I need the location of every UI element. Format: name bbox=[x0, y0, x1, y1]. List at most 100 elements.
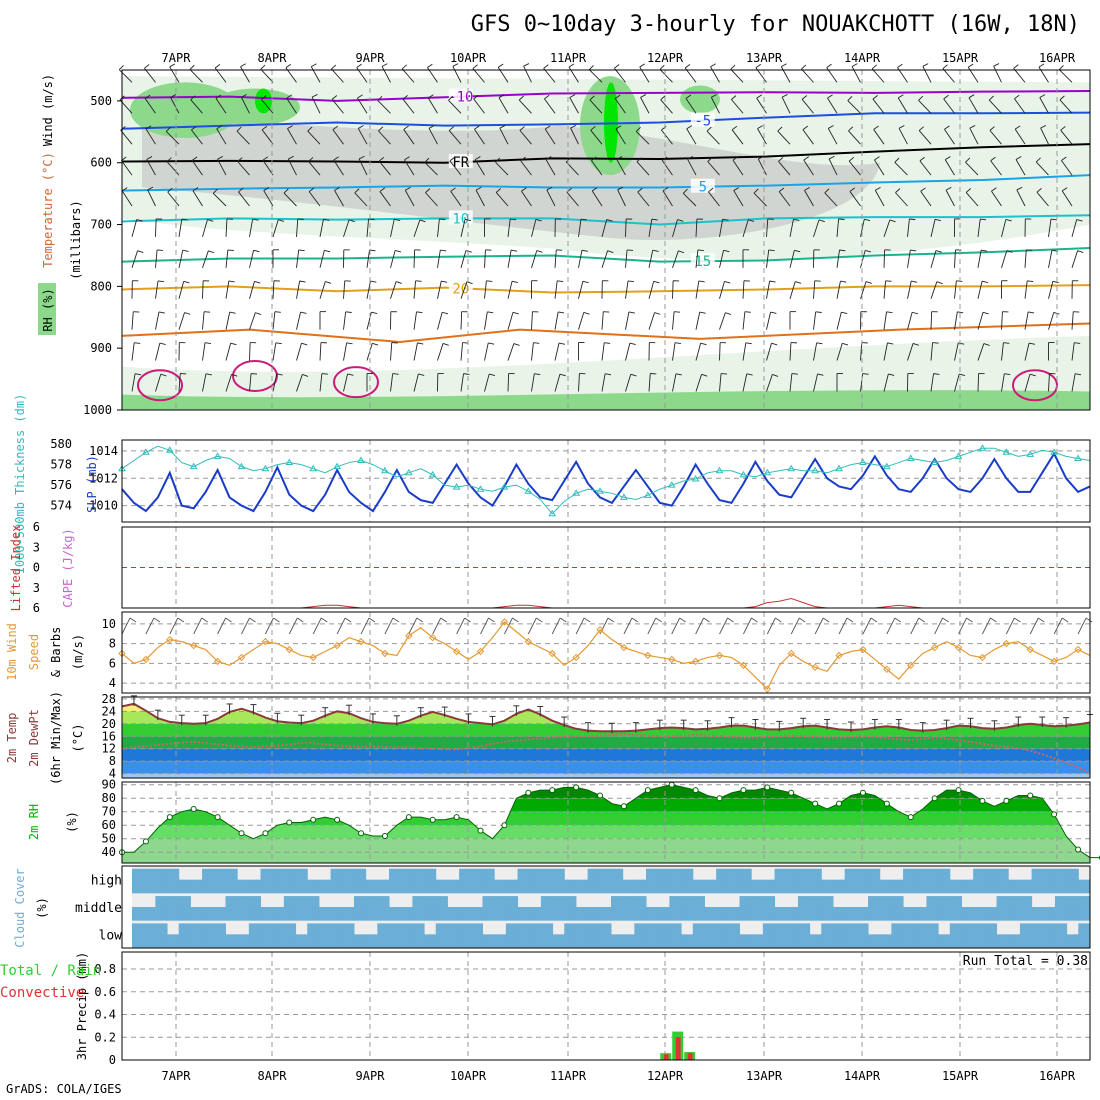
wind-barb-flag bbox=[495, 157, 501, 163]
cloud-cell bbox=[727, 907, 741, 921]
wind-barb bbox=[554, 311, 559, 330]
wind-barb-flag bbox=[332, 125, 339, 130]
wind-barb bbox=[404, 190, 415, 207]
wind-barb bbox=[872, 98, 885, 114]
wind-barb bbox=[883, 342, 888, 361]
cloud-cell bbox=[903, 923, 916, 948]
legend-wind: Wind (m/s) bbox=[41, 74, 55, 146]
wind-barb bbox=[635, 131, 650, 145]
wind-barb-flag bbox=[1027, 280, 1034, 283]
surface-wind-barb-flag bbox=[918, 617, 925, 623]
thickness-point bbox=[548, 509, 557, 517]
thickness-point bbox=[309, 464, 318, 472]
wind-barb bbox=[695, 218, 698, 237]
thickness-point bbox=[476, 485, 485, 492]
wind-barb bbox=[212, 192, 227, 207]
wind-barb bbox=[437, 249, 441, 268]
rh-panel bbox=[121, 781, 1091, 864]
rh-point bbox=[453, 814, 460, 821]
wind-barb bbox=[155, 311, 160, 330]
wind-barb bbox=[495, 192, 509, 207]
wind-barb-flag bbox=[404, 156, 410, 161]
cloud-cell bbox=[868, 896, 881, 921]
cloud-cell bbox=[891, 879, 904, 894]
wind-barb bbox=[1001, 342, 1004, 361]
cloud-cell bbox=[213, 868, 226, 894]
wind-barb bbox=[789, 219, 794, 237]
wind-barb-flag bbox=[285, 63, 292, 69]
wind-barb-flag bbox=[918, 95, 924, 101]
date-label-top: 14APR bbox=[844, 51, 881, 65]
wind-barb-flag bbox=[617, 186, 624, 191]
wind-barb-flag bbox=[769, 280, 776, 283]
wind-speed-point bbox=[787, 649, 795, 658]
wind-barb-flag bbox=[697, 249, 704, 251]
wind-barb bbox=[625, 311, 630, 330]
wind-barb bbox=[616, 159, 626, 176]
wind-barb-flag bbox=[440, 249, 447, 252]
wind-barb bbox=[155, 342, 161, 361]
wind-barb-flag bbox=[897, 63, 903, 68]
surface-wind-barb bbox=[862, 617, 872, 635]
wind-barb-flag bbox=[826, 63, 832, 68]
precip-panel bbox=[121, 951, 1091, 1061]
cloud-cell bbox=[424, 896, 437, 921]
wind-barb bbox=[897, 97, 908, 114]
dewpoint-line bbox=[121, 733, 1091, 774]
wind-barb-flag bbox=[684, 64, 691, 69]
y-tick-label: 600 bbox=[90, 156, 112, 170]
cloud-cell bbox=[1078, 896, 1091, 921]
wind-barb-flag bbox=[777, 126, 783, 132]
wind-barb bbox=[1024, 249, 1027, 268]
cloud-cell bbox=[540, 896, 554, 921]
surface-wind-barb-flag bbox=[607, 617, 615, 623]
wind-barb bbox=[131, 219, 138, 238]
cloud-cell bbox=[494, 934, 507, 948]
cloud-cell bbox=[891, 923, 904, 948]
temp-tick-label: 8 bbox=[109, 754, 116, 768]
wind-barb bbox=[1058, 69, 1073, 83]
wind-barb-flag bbox=[981, 249, 988, 252]
surface-wind-barb bbox=[886, 617, 896, 635]
wind-barb-flag bbox=[827, 94, 833, 99]
wind-barb-flag bbox=[333, 156, 339, 161]
wind-barb bbox=[484, 249, 486, 268]
wind-barb bbox=[202, 311, 205, 330]
wind-barb-flag bbox=[559, 373, 566, 377]
wind-barb-flag bbox=[677, 219, 684, 222]
cloud-cell bbox=[482, 934, 495, 948]
lifted-index-line bbox=[122, 598, 1090, 609]
wind-barb-flag bbox=[627, 280, 635, 283]
wind-barb bbox=[308, 161, 321, 176]
wind-barb-flag bbox=[381, 63, 388, 67]
wind-barb bbox=[118, 69, 133, 83]
cloud-cell bbox=[762, 879, 776, 894]
rh-tick-label: 50 bbox=[102, 832, 116, 846]
wind-barb-flag bbox=[347, 373, 354, 376]
cloud-cell bbox=[202, 907, 215, 921]
thickness-point bbox=[1026, 450, 1035, 457]
cloud-cell bbox=[575, 923, 589, 948]
wind-barb bbox=[977, 373, 980, 392]
rh-point bbox=[1003, 797, 1010, 804]
cloud-cell bbox=[167, 934, 180, 948]
wind-barb-flag bbox=[944, 125, 950, 130]
date-label-bottom: 15APR bbox=[942, 1069, 979, 1083]
wind-barb bbox=[1048, 281, 1054, 299]
temp-tick-label: 16 bbox=[102, 729, 116, 743]
wind-barb-flag bbox=[981, 280, 988, 283]
wind-barb-flag bbox=[887, 342, 894, 345]
wind-barb-flag bbox=[204, 342, 212, 345]
wind-barb-flag bbox=[654, 312, 661, 315]
rh-point bbox=[262, 830, 269, 837]
cloud-cell bbox=[821, 896, 834, 921]
wind-barb-flag bbox=[701, 373, 708, 377]
wind-barb bbox=[450, 190, 462, 207]
cloud-cell bbox=[202, 923, 215, 948]
wind-barb bbox=[401, 68, 415, 83]
wind-barb-flag bbox=[278, 219, 285, 222]
slp-tick-label: 1014 bbox=[89, 444, 118, 458]
wind-barb-flag bbox=[1040, 124, 1047, 129]
wind-barb bbox=[424, 162, 438, 176]
cloud-cell bbox=[797, 896, 811, 921]
